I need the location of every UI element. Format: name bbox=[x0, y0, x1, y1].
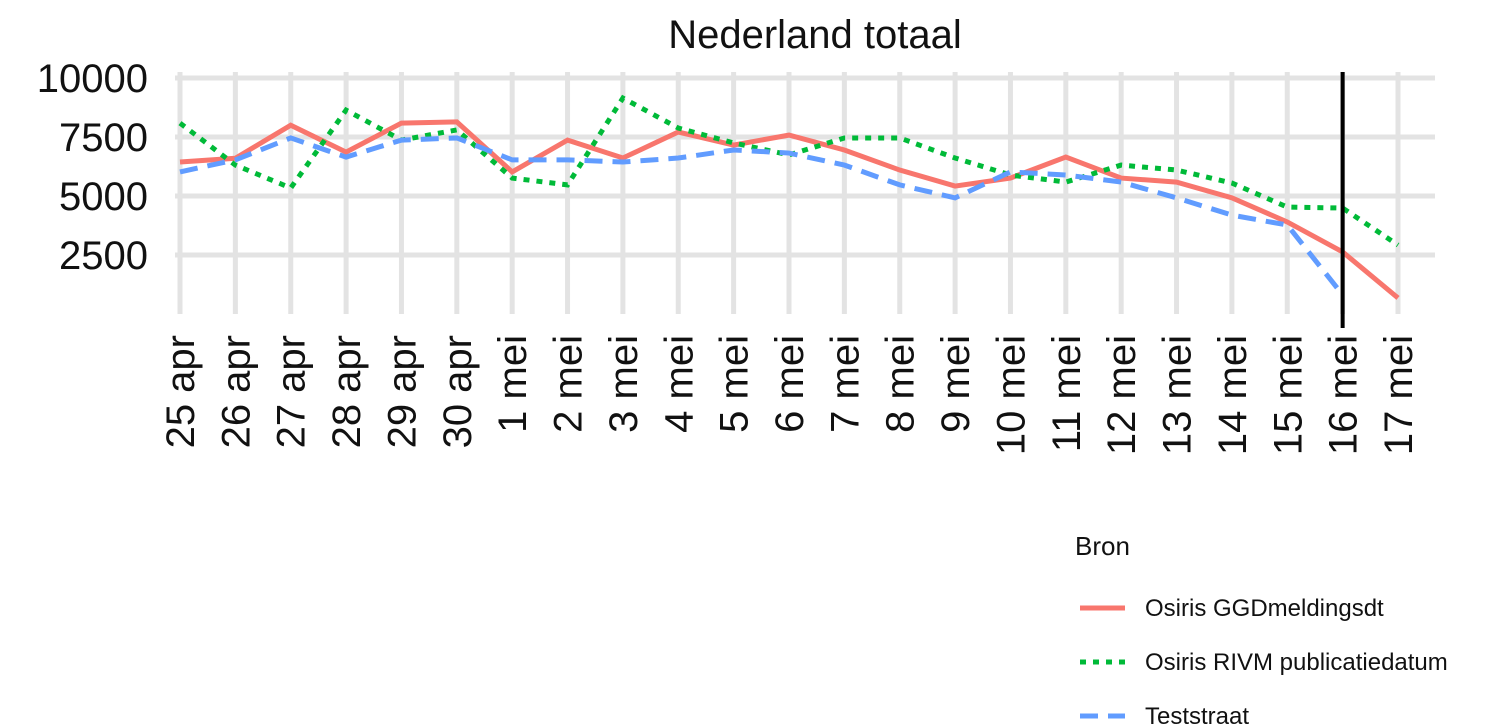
legend-label: Teststraat bbox=[1145, 703, 1249, 726]
y-tick-label: 2500 bbox=[59, 234, 148, 278]
x-tick-label: 10 mei bbox=[989, 335, 1033, 455]
x-tick-label: 15 mei bbox=[1266, 335, 1310, 455]
x-tick-label: 9 mei bbox=[934, 335, 978, 433]
y-tick-label: 7500 bbox=[59, 116, 148, 160]
x-tick-label: 28 apr bbox=[325, 335, 369, 448]
legend-label: Osiris GGDmeldingsdt bbox=[1145, 595, 1384, 622]
x-tick-label: 27 apr bbox=[270, 335, 314, 448]
x-tick-label: 6 mei bbox=[768, 335, 812, 433]
x-tick-label: 14 mei bbox=[1211, 335, 1255, 455]
x-tick-label: 26 apr bbox=[214, 335, 258, 448]
series-line bbox=[179, 119, 1400, 300]
x-tick-label: 25 apr bbox=[159, 335, 203, 448]
x-tick-label: 3 mei bbox=[602, 335, 646, 433]
series-line bbox=[179, 135, 1345, 297]
x-tick-label: 16 mei bbox=[1322, 335, 1366, 455]
x-tick-label: 11 mei bbox=[1045, 335, 1089, 452]
x-tick-label: 4 mei bbox=[657, 335, 701, 433]
y-tick-label: 10000 bbox=[37, 57, 148, 101]
x-tick-label: 8 mei bbox=[879, 335, 923, 433]
legend-title: Bron bbox=[1075, 531, 1130, 561]
x-tick-label: 5 mei bbox=[713, 335, 757, 433]
x-tick-label: 30 apr bbox=[436, 335, 480, 448]
chart-title: Nederland totaal bbox=[668, 13, 962, 57]
legend-label: Osiris RIVM publicatiedatum bbox=[1145, 649, 1448, 676]
y-tick-label: 5000 bbox=[59, 175, 148, 219]
x-tick-label: 12 mei bbox=[1100, 335, 1144, 455]
x-tick-label: 13 mei bbox=[1156, 335, 1200, 455]
x-tick-label: 29 apr bbox=[380, 335, 424, 448]
x-tick-label: 1 mei bbox=[491, 335, 535, 433]
x-tick-label: 17 mei bbox=[1377, 335, 1421, 455]
x-tick-label: 2 mei bbox=[547, 335, 591, 433]
x-tick-label: 7 mei bbox=[823, 335, 867, 433]
series-line bbox=[178, 94, 1400, 248]
